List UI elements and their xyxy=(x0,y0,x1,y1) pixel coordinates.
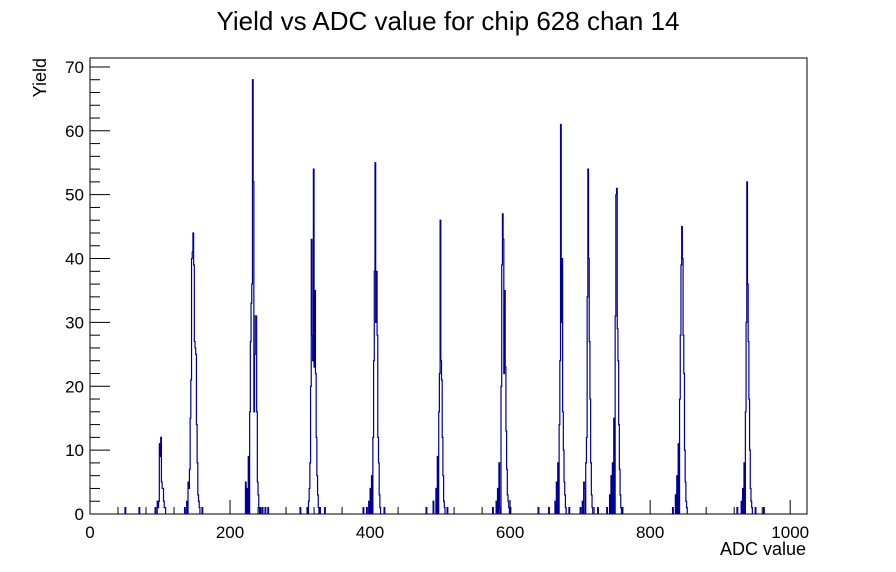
y-tick-label: 20 xyxy=(65,377,84,396)
x-tick-label: 1000 xyxy=(771,523,809,542)
y-tick-label: 40 xyxy=(65,250,84,269)
y-tick-label: 30 xyxy=(65,313,84,332)
y-tick-label: 70 xyxy=(65,58,84,77)
x-tick-label: 800 xyxy=(636,523,664,542)
chart-title: Yield vs ADC value for chip 628 chan 14 xyxy=(217,6,680,36)
y-tick-label: 10 xyxy=(65,441,84,460)
y-tick-label: 50 xyxy=(65,186,84,205)
x-tick-label: 600 xyxy=(496,523,524,542)
y-tick-label: 60 xyxy=(65,122,84,141)
histogram-series xyxy=(124,79,765,514)
plot-frame xyxy=(89,57,808,515)
y-tick-label: 0 xyxy=(75,505,84,524)
y-axis-label: Yield xyxy=(30,58,50,97)
x-axis-label: ADC value xyxy=(720,539,806,559)
x-tick-label: 0 xyxy=(85,523,94,542)
x-tick-label: 200 xyxy=(216,523,244,542)
x-tick-label: 400 xyxy=(356,523,384,542)
